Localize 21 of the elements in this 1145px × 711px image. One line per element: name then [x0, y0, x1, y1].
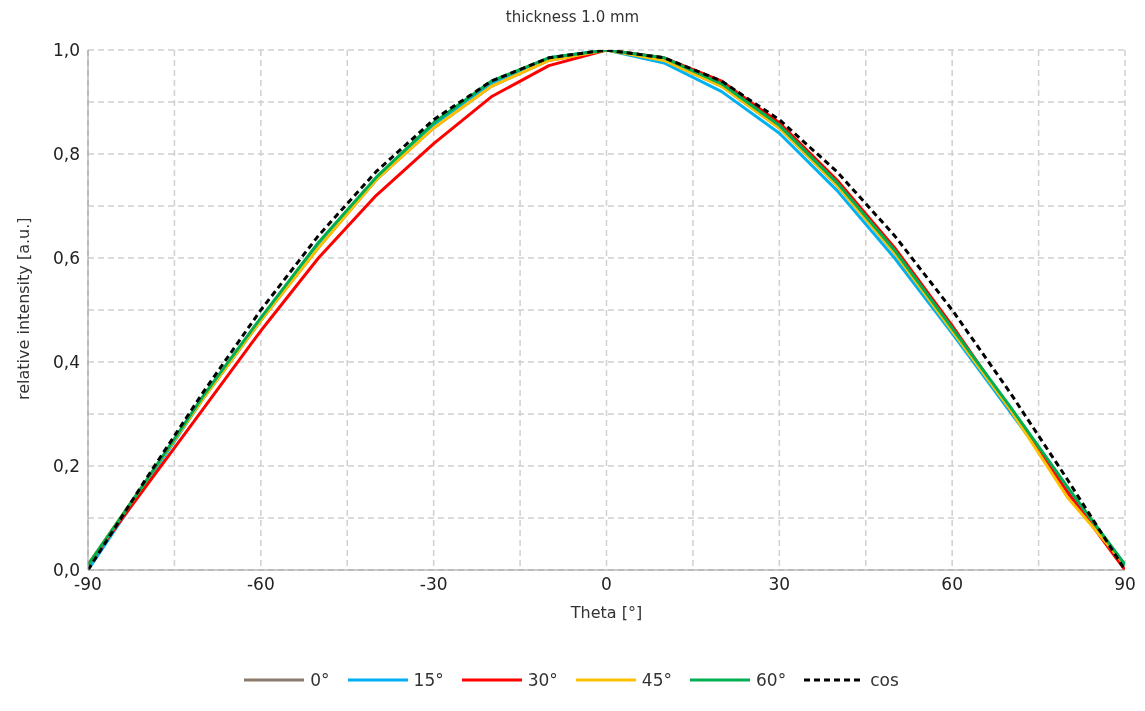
legend-label: 45° [640, 670, 672, 690]
legend-label: 30° [526, 670, 558, 690]
y-tick-label: 1,0 [52, 40, 80, 61]
y-axis-title: relative intensity [a.u.] [13, 217, 33, 400]
x-tick-label: 0 [601, 574, 612, 595]
y-tick-label: 0,6 [52, 248, 80, 269]
x-tick-label: -30 [419, 574, 448, 595]
legend-label: 15° [412, 670, 444, 690]
legend-label: 0° [309, 670, 330, 690]
x-tick-label: 60 [941, 574, 963, 595]
y-tick-label: 0,4 [52, 352, 80, 373]
x-axis-title: Theta [°] [569, 603, 643, 622]
x-tick-label: 90 [1114, 574, 1136, 595]
x-tick-label: 30 [768, 574, 791, 595]
y-tick-label: 0,8 [52, 144, 80, 165]
chart-title: thickness 1.0 mm [504, 8, 641, 28]
y-tick-label: 0,0 [52, 560, 80, 581]
legend-label: cos [869, 670, 899, 690]
x-tick-label: -60 [246, 574, 275, 595]
legend-label: 60° [755, 670, 787, 690]
y-tick-label: 0,2 [52, 456, 80, 477]
